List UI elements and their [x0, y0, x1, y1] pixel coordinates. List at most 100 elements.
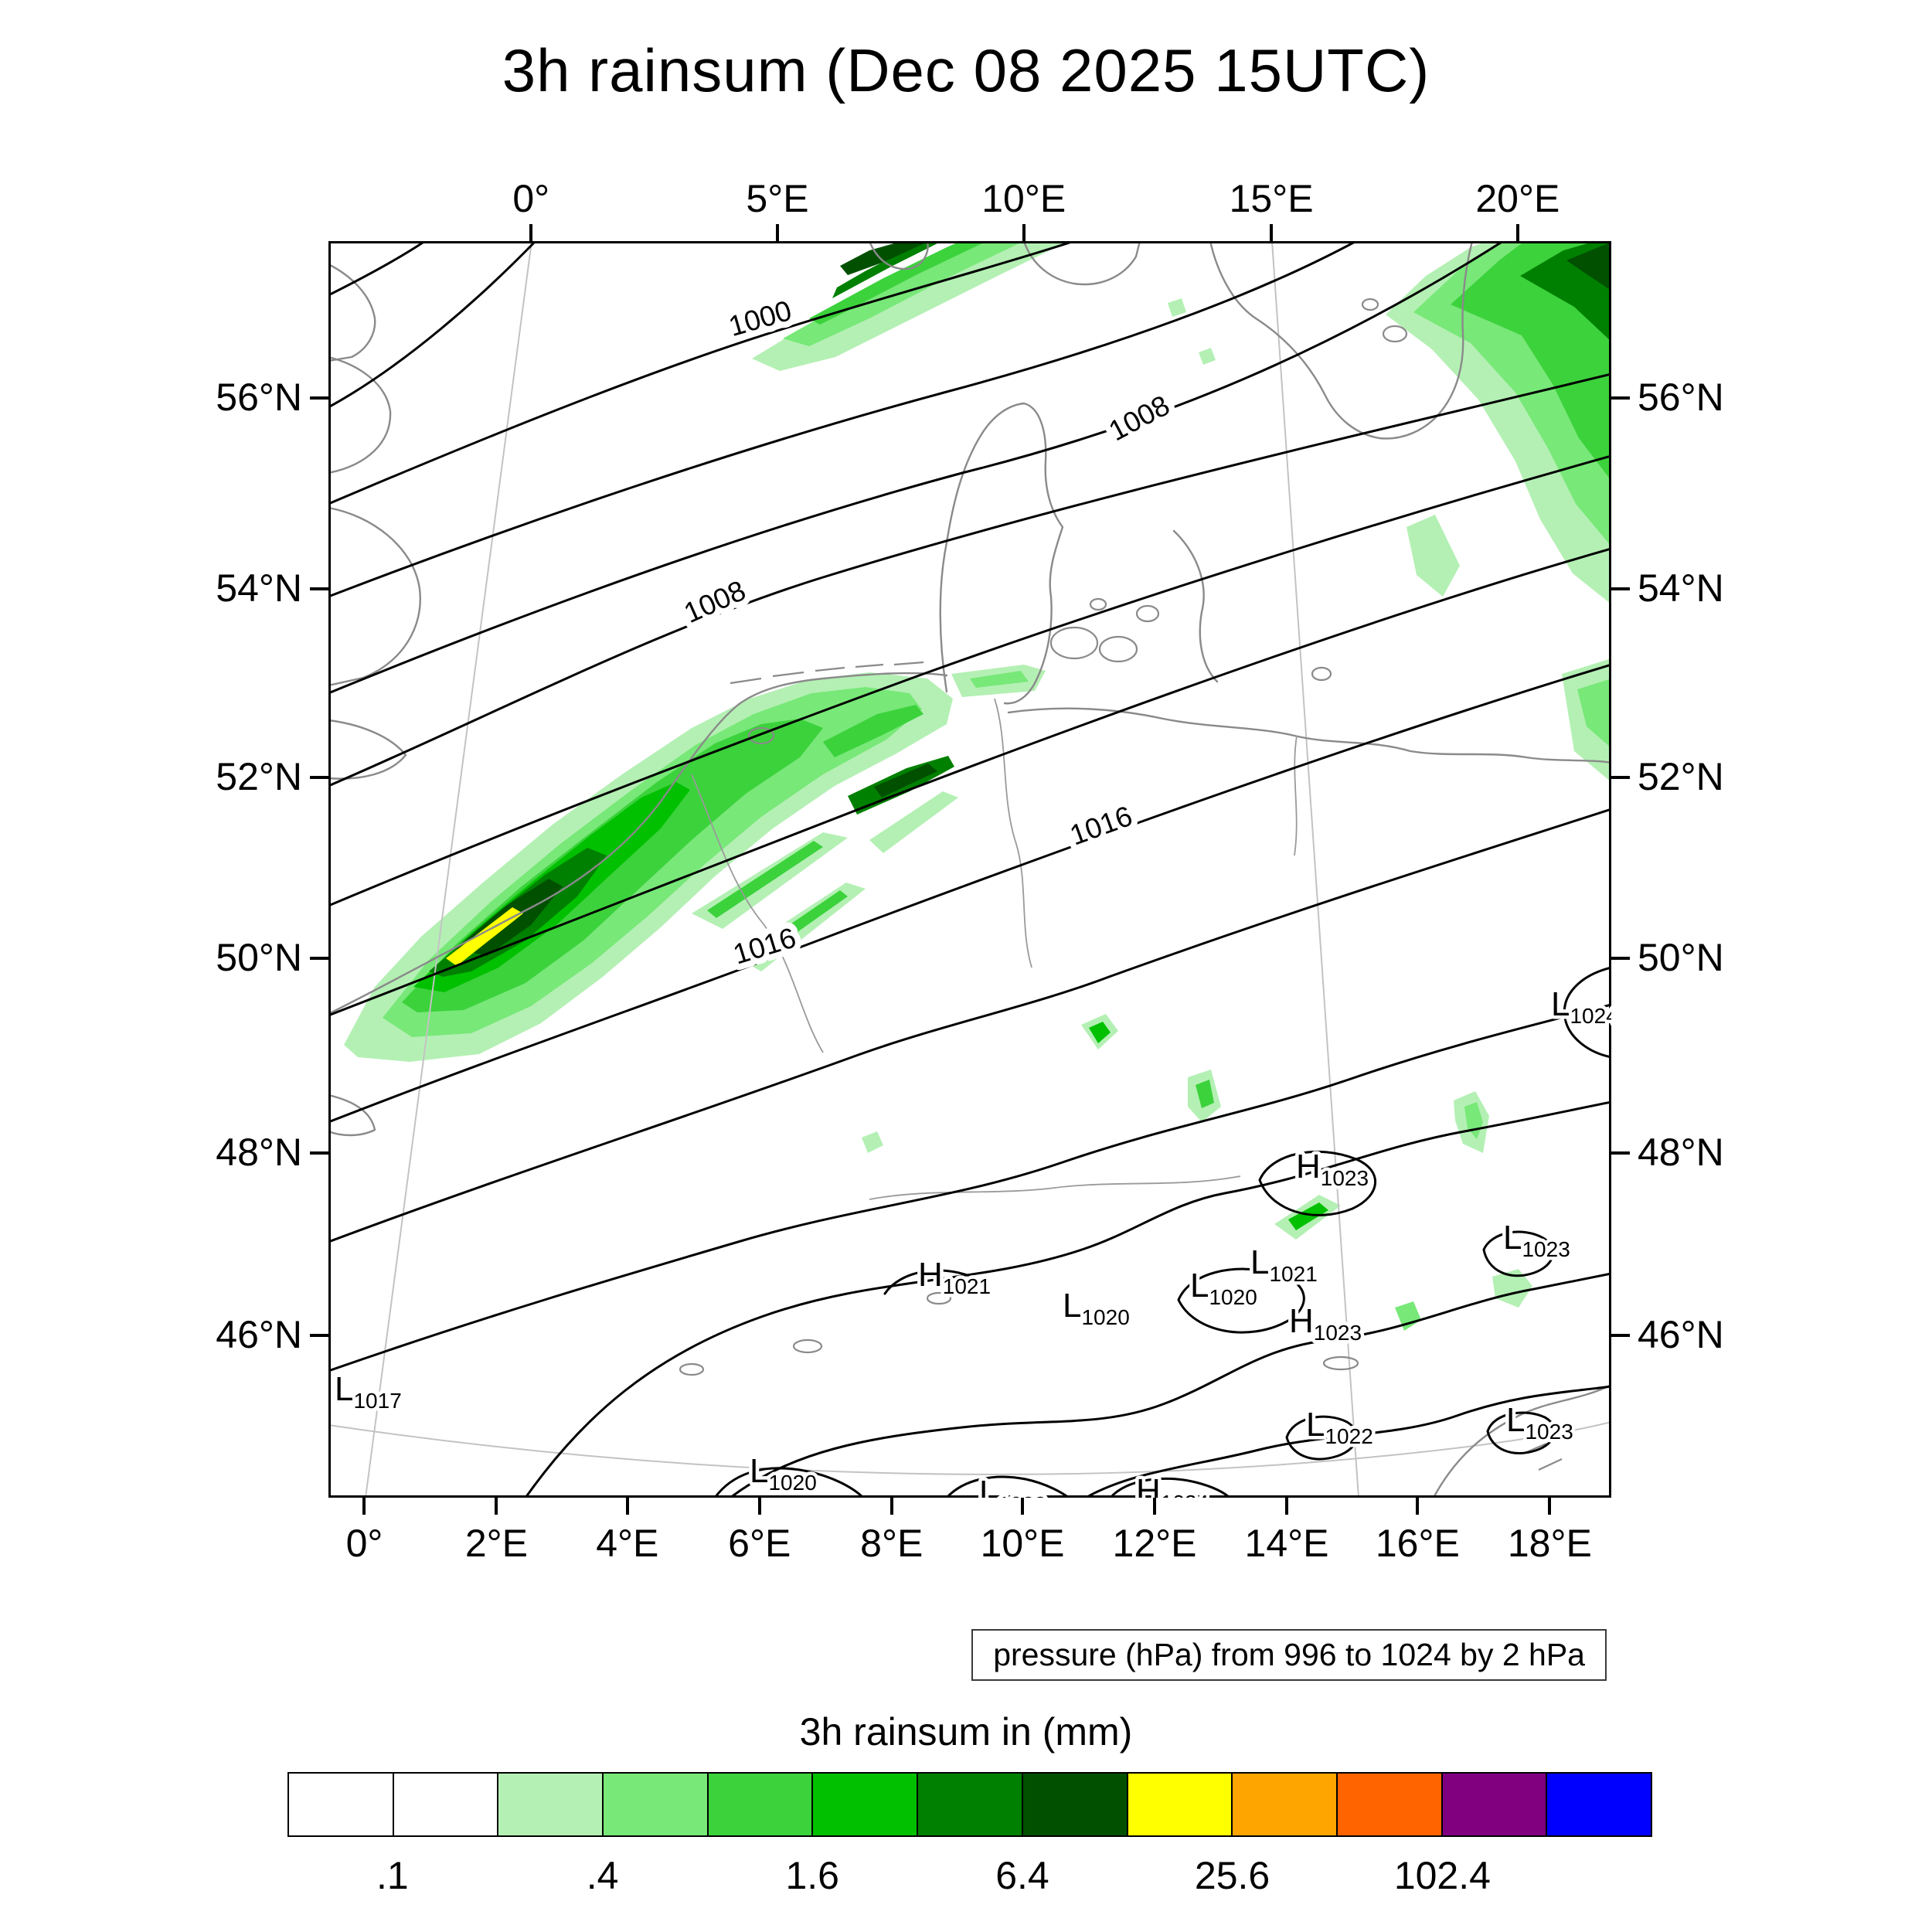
colorbar-tick-label: 102.4 [1393, 1854, 1491, 1897]
island-blob [1311, 666, 1332, 682]
axis-tick-right [1611, 776, 1630, 780]
axis-label-bottom: 14°E [1244, 1522, 1329, 1565]
axis-label-bottom: 2°E [464, 1522, 529, 1565]
axis-tick-bottom [757, 1498, 761, 1515]
pressure-center-l1021: L1021 [1250, 1243, 1318, 1286]
map-canvas: 10001008100810161016L1017L1020L1023H1024… [328, 241, 1611, 1498]
coastline [328, 241, 1611, 1498]
axis-tick-left [310, 957, 328, 961]
axis-tick-bottom [1021, 1498, 1025, 1515]
colorbar-cell [289, 1774, 393, 1835]
axis-label-top: 10°E [981, 177, 1066, 220]
axis-label-left: 52°N [216, 755, 302, 799]
islands [730, 661, 1563, 1471]
colorbar-cell [1546, 1774, 1651, 1835]
map-area: 10001008100810161016L1017L1020L1023H1024… [328, 241, 1611, 1498]
colorbar-cell [1126, 1774, 1232, 1835]
axis-tick-bottom [362, 1498, 366, 1515]
colorbar-cell [497, 1774, 603, 1835]
axis-label-right: 48°N [1638, 1131, 1724, 1175]
axis-label-bottom: 6°E [728, 1522, 791, 1565]
island-blob [1098, 635, 1138, 663]
isobar-layer [328, 241, 1611, 1498]
axis-tick-right [1611, 1151, 1630, 1155]
axis-tick-bottom [1285, 1498, 1289, 1515]
axis-label-bottom: 10°E [980, 1522, 1065, 1565]
axis-tick-top [529, 224, 533, 241]
axis-label-top: 20°E [1475, 177, 1560, 220]
lake-blob [926, 1291, 952, 1305]
colorbar-cell [917, 1774, 1022, 1835]
lake-blob [747, 726, 775, 745]
isobar-label: 1016 [1066, 800, 1136, 852]
axis-tick-bottom [1416, 1498, 1420, 1515]
pressure-center-l1022: L1022 [1306, 1406, 1373, 1448]
lake-blob [792, 1338, 823, 1354]
pressure-center-l1023: L1023 [1503, 1219, 1570, 1261]
axis-tick-bottom [1153, 1498, 1157, 1515]
axis-tick-right [1611, 1334, 1630, 1338]
axis-label-left: 56°N [216, 376, 302, 420]
pressure-center-h1024: H1024 [1136, 1472, 1209, 1498]
colorbar-title: 3h rainsum in (mm) [799, 1710, 1133, 1753]
axis-label-bottom: 4°E [596, 1522, 659, 1565]
axis-label-right: 46°N [1638, 1313, 1724, 1357]
axis-tick-right [1611, 396, 1630, 400]
colorbar-cell [1335, 1774, 1441, 1835]
axis-label-bottom: 18°E [1507, 1522, 1592, 1565]
axis-tick-bottom [625, 1498, 629, 1515]
axis-label-right: 52°N [1638, 755, 1724, 799]
axis-label-top: 0° [512, 177, 550, 220]
pressure-center-h1023: H1023 [1289, 1302, 1362, 1345]
pressure-center-h1021: H1021 [918, 1256, 991, 1298]
axis-label-bottom: 12°E [1112, 1522, 1197, 1565]
lake-blob [679, 1362, 705, 1376]
pressure-center-l1020: L1020 [750, 1452, 817, 1495]
axis-label-left: 46°N [216, 1313, 302, 1357]
colorbar-tick-label: 1.6 [785, 1854, 839, 1897]
axis-label-right: 50°N [1638, 936, 1724, 980]
island-blob [1361, 298, 1379, 311]
colorbar-tick-label: .4 [586, 1854, 619, 1897]
axis-label-top: 5°E [746, 177, 809, 220]
pressure-center-h1023: H1023 [1296, 1148, 1369, 1190]
chart-title: 3h rainsum (Dec 08 2025 15UTC) [502, 36, 1430, 104]
axis-label-left: 50°N [216, 936, 302, 980]
axis-tick-bottom [889, 1498, 893, 1515]
axis-label-top: 15°E [1229, 177, 1314, 220]
colorbar-cell [392, 1774, 498, 1835]
colorbar-tick-label: .1 [376, 1854, 409, 1897]
axis-tick-right [1611, 957, 1630, 961]
axis-tick-left [310, 1151, 328, 1155]
pressure-center-l1023: L1023 [979, 1474, 1046, 1498]
axis-label-left: 54°N [216, 566, 302, 611]
pressure-center-l1017: L1017 [335, 1370, 402, 1413]
rain-polygon-light [383, 241, 1611, 1331]
colorbar-tick-label: 25.6 [1194, 1854, 1270, 1897]
axis-tick-left [310, 776, 328, 780]
isobar-closed-loops [883, 966, 1611, 1461]
axis-label-right: 56°N [1638, 376, 1724, 420]
colorbar-cell [1021, 1774, 1127, 1835]
rivers [691, 698, 1298, 1200]
island-blob [1382, 325, 1408, 343]
pressure-center-l1020: L1020 [1063, 1287, 1130, 1329]
map-frame [328, 241, 1611, 1498]
coastline-layer [328, 241, 1611, 1498]
pressure-caption: pressure (hPa) from 996 to 1024 by 2 hPa [971, 1629, 1607, 1681]
rain-polygon-pale [344, 241, 1611, 1308]
colorbar [287, 1772, 1652, 1837]
axis-label-bottom: 0° [345, 1522, 383, 1565]
isobar-label: 1008 [679, 574, 750, 629]
axis-tick-left [310, 396, 328, 400]
colorbar-cell [1440, 1774, 1546, 1835]
isobar-lines [328, 241, 1611, 1498]
island-blob [1135, 604, 1160, 623]
axis-label-right: 54°N [1638, 566, 1724, 611]
colorbar-cell [602, 1774, 707, 1835]
isobar-label: 1008 [1104, 389, 1175, 447]
axis-tick-right [1611, 587, 1630, 591]
axis-label-left: 48°N [216, 1131, 302, 1175]
axis-tick-bottom [495, 1498, 498, 1515]
